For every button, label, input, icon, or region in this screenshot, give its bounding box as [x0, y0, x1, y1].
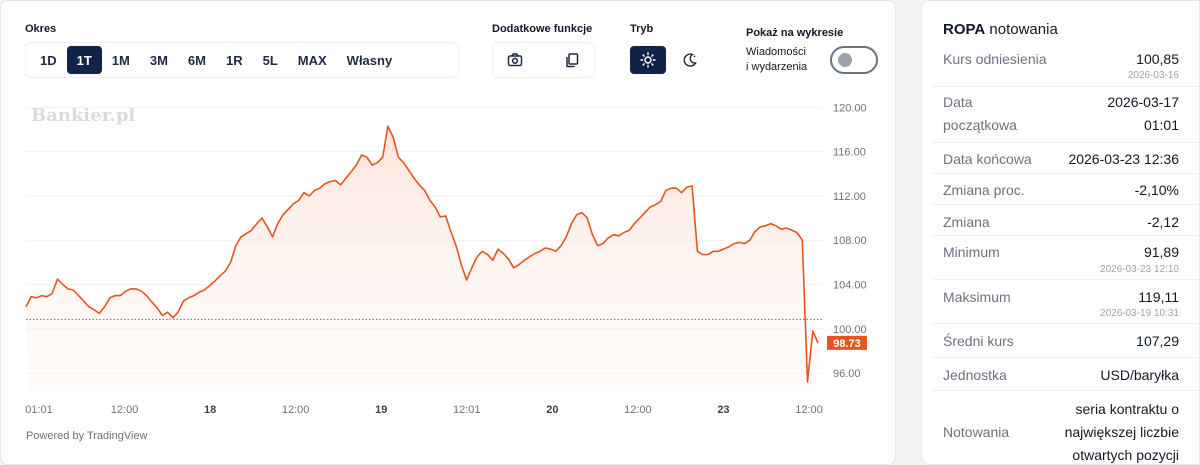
info-row-label: Jednostka: [943, 367, 1007, 383]
extra-functions-group: [492, 42, 595, 78]
sun-icon[interactable]: [630, 46, 666, 74]
mode-group: [630, 42, 712, 78]
x-tick-label: 12:00: [111, 404, 139, 416]
row-separator: [932, 390, 1199, 391]
row-separator: [932, 323, 1199, 324]
x-tick-label: 12:00: [624, 404, 652, 416]
period-selector: 1D 1T 1M 3M 6M 1R 5L MAX Własny: [25, 42, 459, 78]
info-row-label: Data początkowa: [943, 94, 1017, 133]
last-price-badge: [827, 335, 867, 350]
row-separator: [932, 173, 1199, 174]
info-row-label: Średni kurs: [943, 333, 1014, 349]
info-row-value: 100,85: [1136, 51, 1179, 67]
row-separator: [932, 86, 1199, 87]
news-toggle-label: Wiadomości i wydarzenia: [746, 45, 826, 75]
copy-icon[interactable]: [554, 46, 590, 74]
y-tick-label: 104.00: [833, 280, 867, 292]
info-row-value: 2026-03-17 01:01: [1107, 94, 1179, 133]
quote-info-panel: ROPA notowania Kurs odniesienia 100,85 202…: [921, 0, 1200, 465]
x-tick-label: 20: [546, 404, 558, 416]
row-separator: [932, 142, 1199, 143]
show-on-chart-label: Pokaż na wykresie: [746, 27, 844, 39]
period-1d-button[interactable]: 1D: [40, 52, 57, 68]
info-row-value: 119,11: [1138, 289, 1179, 305]
info-row-label: Kurs odniesienia: [943, 51, 1047, 67]
info-title: ROPA notowania: [943, 21, 1058, 38]
info-row-label: Data końcowa: [943, 151, 1032, 167]
news-toggle-label-line1: Wiadomości: [746, 46, 806, 58]
y-tick-label: 116.00: [833, 147, 866, 159]
info-row-value: -2,12: [1147, 214, 1179, 230]
camera-icon[interactable]: [497, 46, 533, 74]
info-row-subvalue: 2026-03-23 12:10: [1100, 264, 1179, 275]
last-price-label: 98.73: [833, 338, 861, 350]
period-5l-button[interactable]: 5L: [262, 52, 278, 68]
row-separator: [932, 279, 1199, 280]
moon-icon[interactable]: [672, 46, 708, 74]
info-row-subvalue: 2026-03-19 10:31: [1100, 308, 1179, 319]
toggle-knob: [838, 53, 852, 67]
period-6m-button[interactable]: 6M: [187, 52, 206, 68]
y-tick-label: 112.00: [833, 191, 866, 203]
row-separator: [932, 357, 1199, 358]
x-tick-label: 19: [375, 404, 387, 416]
x-tick-label: 01:01: [25, 404, 53, 416]
series-area: [26, 126, 818, 393]
x-tick-label: 12:00: [795, 404, 823, 416]
y-tick-label: 108.00: [833, 235, 867, 247]
info-title-suffix: notowania: [989, 21, 1058, 38]
period-3m-button[interactable]: 3M: [149, 52, 168, 68]
y-tick-label: 96.00: [833, 368, 861, 380]
info-row-value: 2026-03-23 12:36: [1068, 151, 1179, 167]
period-1t-button[interactable]: 1T: [66, 46, 102, 74]
y-tick-label: 100.00: [833, 324, 867, 336]
info-row-label: Minimum: [943, 244, 1000, 260]
period-label: Okres: [25, 23, 57, 35]
y-tick-label: 120.00: [833, 102, 867, 114]
chart-card: Okres 1D 1T 1M 3M 6M 1R 5L MAX Własny Do…: [0, 0, 896, 465]
info-row-value: 91,89: [1143, 244, 1179, 260]
period-1m-button[interactable]: 1M: [111, 52, 130, 68]
period-max-button[interactable]: MAX: [297, 52, 327, 68]
info-row-label: Maksimum: [943, 289, 1011, 305]
powered-by: Powered by TradingView: [26, 430, 148, 442]
instrument-symbol: ROPA: [943, 21, 986, 38]
info-row-label: Zmiana proc.: [943, 182, 1025, 198]
x-tick-label: 23: [717, 404, 729, 416]
info-row-label: Notowania: [943, 424, 1010, 440]
price-chart[interactable]: 120.00 116.00 112.00 108.00 104.00 100.00 96.0…: [1, 1, 897, 465]
series-line: [25, 125, 819, 383]
period-1r-button[interactable]: 1R: [225, 52, 243, 68]
news-toggle-label-line2: i wydarzenia: [746, 61, 808, 73]
extra-functions-label: Dodatkowe funkcje: [492, 23, 593, 35]
info-row-value: 107,29: [1136, 333, 1179, 349]
x-tick-label: 12:01: [453, 404, 481, 416]
info-row-label: Zmiana: [943, 214, 990, 230]
news-toggle[interactable]: [830, 46, 878, 74]
info-row-value: -2,10%: [1134, 182, 1179, 198]
x-tick-label: 18: [204, 404, 216, 416]
info-row-value: USD/baryłka: [1100, 367, 1179, 383]
row-separator: [932, 204, 1199, 205]
info-row-value: seria kontraktu o największej liczbie otwa…: [1064, 401, 1179, 463]
x-tick-label: 12:00: [282, 404, 310, 416]
row-separator: [932, 235, 1199, 236]
info-row-subvalue: 2026-03-16: [1127, 70, 1179, 81]
watermark: Bankier.pl: [31, 105, 136, 126]
mode-label: Tryb: [630, 23, 654, 35]
period-custom-button[interactable]: Własny: [346, 52, 393, 68]
